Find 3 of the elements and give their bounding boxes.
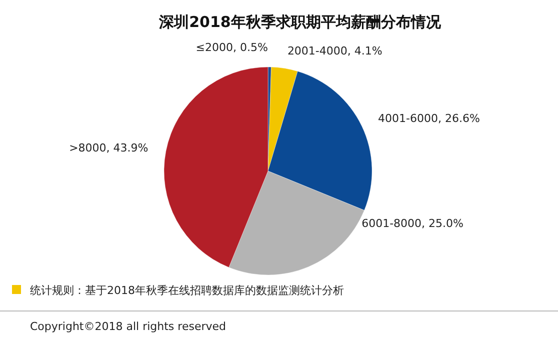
annotation: Copyright©2018 all rights reserved (30, 320, 226, 333)
annotation: 统计规则：基于2018年秋季在线招聘数据库的数据监测统计分析 (30, 284, 344, 297)
title: 深圳2018年秋季求职期平均薪酬分布情况 (159, 13, 441, 31)
